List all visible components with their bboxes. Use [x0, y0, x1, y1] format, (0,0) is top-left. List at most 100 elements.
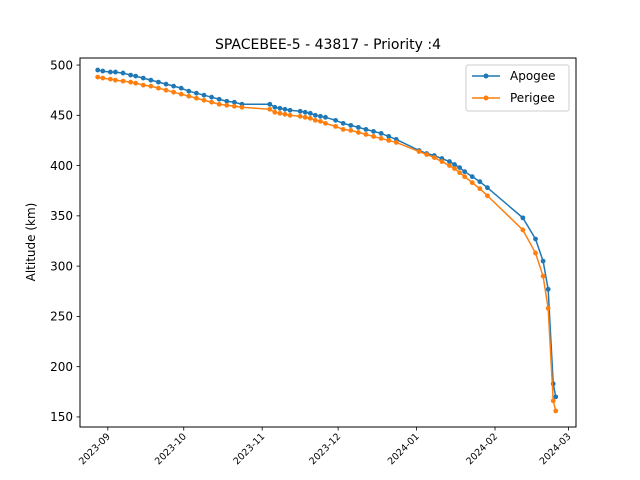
perigee-point — [371, 134, 376, 139]
apogee-point — [533, 236, 538, 242]
perigee-point — [148, 83, 154, 89]
perigee-point — [386, 138, 392, 143]
apogee-point — [209, 94, 214, 100]
perigee-line — [97, 76, 557, 412]
perigee-point — [231, 103, 237, 109]
perigee-point — [216, 101, 222, 107]
perigee-point — [393, 140, 399, 145]
apogee-point — [307, 110, 313, 116]
apogee-point — [224, 98, 230, 104]
perigee-point — [348, 127, 354, 133]
y-tick-label: 450 — [50, 109, 73, 123]
perigee-point — [201, 97, 207, 103]
perigee-point — [282, 111, 288, 117]
apogee-point — [216, 96, 222, 102]
perigee-point — [209, 99, 214, 105]
perigee-point — [378, 136, 384, 141]
perigee-point — [333, 123, 338, 129]
apogee-point — [540, 258, 546, 264]
perigee-point — [297, 113, 303, 119]
perigee-point — [424, 152, 430, 157]
perigee-point — [340, 126, 346, 132]
perigee-point — [545, 305, 551, 311]
apogee-point — [267, 101, 273, 107]
y-axis-ticks: 150 200 250 300 350 400 450 500 — [50, 58, 80, 424]
apogee-point — [378, 131, 384, 136]
apogee-point — [302, 109, 308, 115]
apogee-point — [363, 126, 369, 132]
apogee-point — [457, 165, 462, 170]
perigee-point — [307, 115, 313, 121]
perigee-point — [272, 109, 278, 115]
chart-title: SPACEBEE-5 - 43817 - Priority :4 — [215, 37, 441, 53]
perigee-point — [355, 130, 361, 135]
apogee-point — [287, 107, 293, 113]
apogee-point — [171, 83, 177, 89]
perigee-point — [186, 93, 192, 99]
apogee-point — [163, 81, 169, 87]
apogee-point — [318, 113, 323, 119]
perigee-point — [277, 110, 283, 116]
apogee-point — [282, 106, 288, 112]
apogee-point — [447, 159, 452, 164]
series-perigee — [95, 74, 559, 414]
perigee-point — [120, 78, 126, 84]
perigee-point — [171, 89, 177, 95]
perigee-point — [323, 120, 328, 126]
perigee-point — [485, 193, 490, 199]
apogee-point — [386, 134, 392, 139]
perigee-point — [95, 74, 101, 80]
apogee-point — [469, 174, 475, 180]
y-tick-label: 500 — [50, 58, 73, 72]
series-layer — [95, 67, 559, 414]
perigee-point — [156, 85, 161, 91]
perigee-point — [100, 75, 106, 81]
y-tick-label: 350 — [50, 209, 73, 223]
perigee-point — [224, 102, 230, 108]
apogee-point — [140, 75, 146, 81]
apogee-point — [371, 129, 376, 134]
apogee-point — [178, 85, 184, 91]
perigee-point — [416, 149, 422, 154]
perigee-point — [178, 91, 184, 97]
perigee-point — [287, 112, 293, 118]
perigee-point — [520, 227, 526, 233]
perigee-point — [550, 398, 556, 404]
apogee-point — [128, 72, 134, 78]
apogee-point — [553, 394, 559, 400]
apogee-point — [95, 67, 101, 73]
perigee-point — [194, 95, 199, 101]
perigee-point — [113, 77, 118, 83]
perigee-point — [107, 76, 113, 82]
apogee-point — [272, 104, 278, 110]
apogee-point — [297, 108, 303, 114]
perigee-point — [363, 132, 369, 137]
perigee-point — [540, 273, 546, 279]
perigee-point — [452, 166, 457, 172]
legend-apogee-marker — [483, 73, 489, 79]
plot-frame — [79, 57, 577, 428]
y-tick-label: 200 — [50, 360, 73, 374]
apogee-point — [194, 90, 199, 96]
apogee-point — [113, 69, 118, 75]
perigee-point — [457, 170, 462, 176]
y-tick-label: 300 — [50, 259, 73, 273]
legend: Apogee Perigee — [465, 64, 570, 112]
perigee-point — [439, 159, 445, 164]
legend-apogee-label: Apogee — [510, 69, 556, 83]
perigee-point — [318, 118, 323, 124]
legend-perigee-label: Perigee — [510, 91, 555, 105]
apogee-point — [333, 117, 338, 123]
apogee-point — [107, 69, 113, 75]
apogee-point — [355, 124, 361, 130]
apogee-point — [323, 114, 328, 120]
apogee-point — [148, 77, 154, 83]
apogee-point — [133, 73, 139, 79]
perigee-point — [302, 114, 308, 120]
apogee-point — [100, 68, 106, 74]
perigee-point — [133, 80, 139, 86]
y-tick-label: 250 — [50, 310, 73, 324]
y-tick-label: 400 — [50, 159, 73, 173]
perigee-point — [447, 163, 452, 168]
